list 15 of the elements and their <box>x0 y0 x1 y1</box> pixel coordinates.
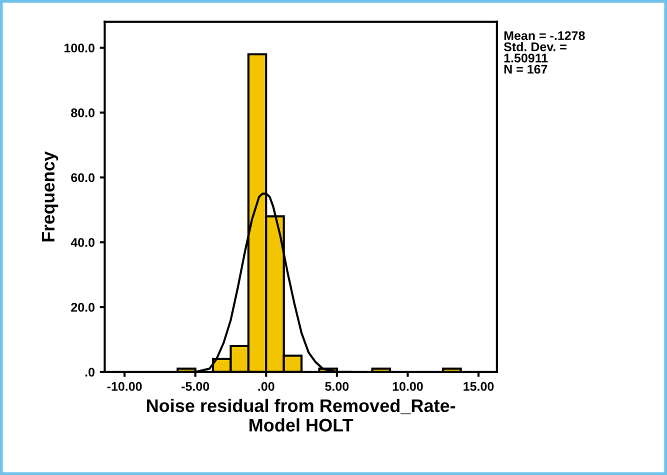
x-tick-label: 10.00 <box>392 382 423 391</box>
text: Mean = -.1278 Std. Dev. = 1.50911 N = 167 <box>504 31 585 74</box>
x-axis-title: Noise residual from Removed_Rate- Model HOLT <box>147 398 456 432</box>
y-tick-label: 20.0 <box>71 302 94 312</box>
x-tick-label: -5.00 <box>182 382 210 391</box>
x-tick-label: 15.00 <box>464 382 494 391</box>
y-axis-title: Frequency <box>42 151 58 242</box>
y-tick-label: 60.0 <box>71 173 94 182</box>
x-tick-label: 5.00 <box>325 382 349 391</box>
y-tick-label: 80.0 <box>71 108 94 118</box>
y-tick-label: 40.0 <box>70 238 94 247</box>
y-tick-label: 100.0 <box>64 44 94 52</box>
x-tick-label: -10.00 <box>107 382 142 391</box>
x-tick-label: .00 <box>258 382 274 391</box>
y-tick-label: .0 <box>85 368 94 377</box>
